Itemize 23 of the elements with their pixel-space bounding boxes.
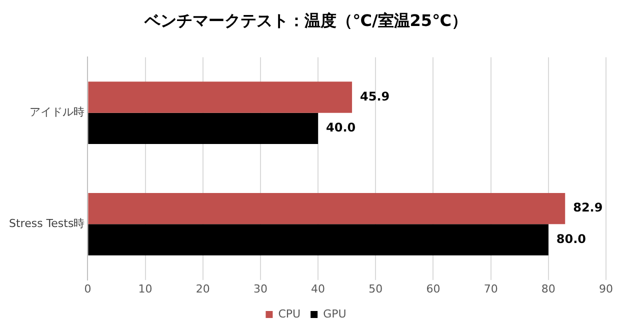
- legend-label: CPU: [278, 307, 301, 320]
- x-tick-label: 30: [253, 282, 268, 296]
- x-tick-label: 60: [426, 282, 440, 296]
- x-tick-label: 0: [84, 282, 92, 296]
- data-label: 82.9: [573, 200, 603, 215]
- legend-label: GPU: [323, 307, 346, 320]
- x-tick-label: 80: [541, 282, 556, 296]
- bar: [88, 224, 548, 256]
- x-tick-label: 10: [138, 282, 152, 296]
- x-tick-label: 20: [196, 282, 210, 296]
- data-label: 45.9: [360, 89, 390, 104]
- x-tick-label: 90: [599, 282, 613, 296]
- x-tick-label: 40: [311, 282, 326, 296]
- chart-title: ベンチマークテスト：温度（℃/室温25℃）: [144, 10, 468, 30]
- bar: [88, 82, 352, 113]
- y-tick-label: アイドル時: [30, 106, 85, 119]
- bar: [88, 112, 318, 144]
- x-tick-label: 50: [368, 282, 383, 296]
- data-label: 80.0: [556, 232, 586, 246]
- data-label: 40.0: [326, 120, 356, 135]
- bar: [88, 192, 566, 224]
- x-tick-label: 70: [484, 282, 498, 296]
- y-tick-label: Stress Tests時: [8, 217, 85, 230]
